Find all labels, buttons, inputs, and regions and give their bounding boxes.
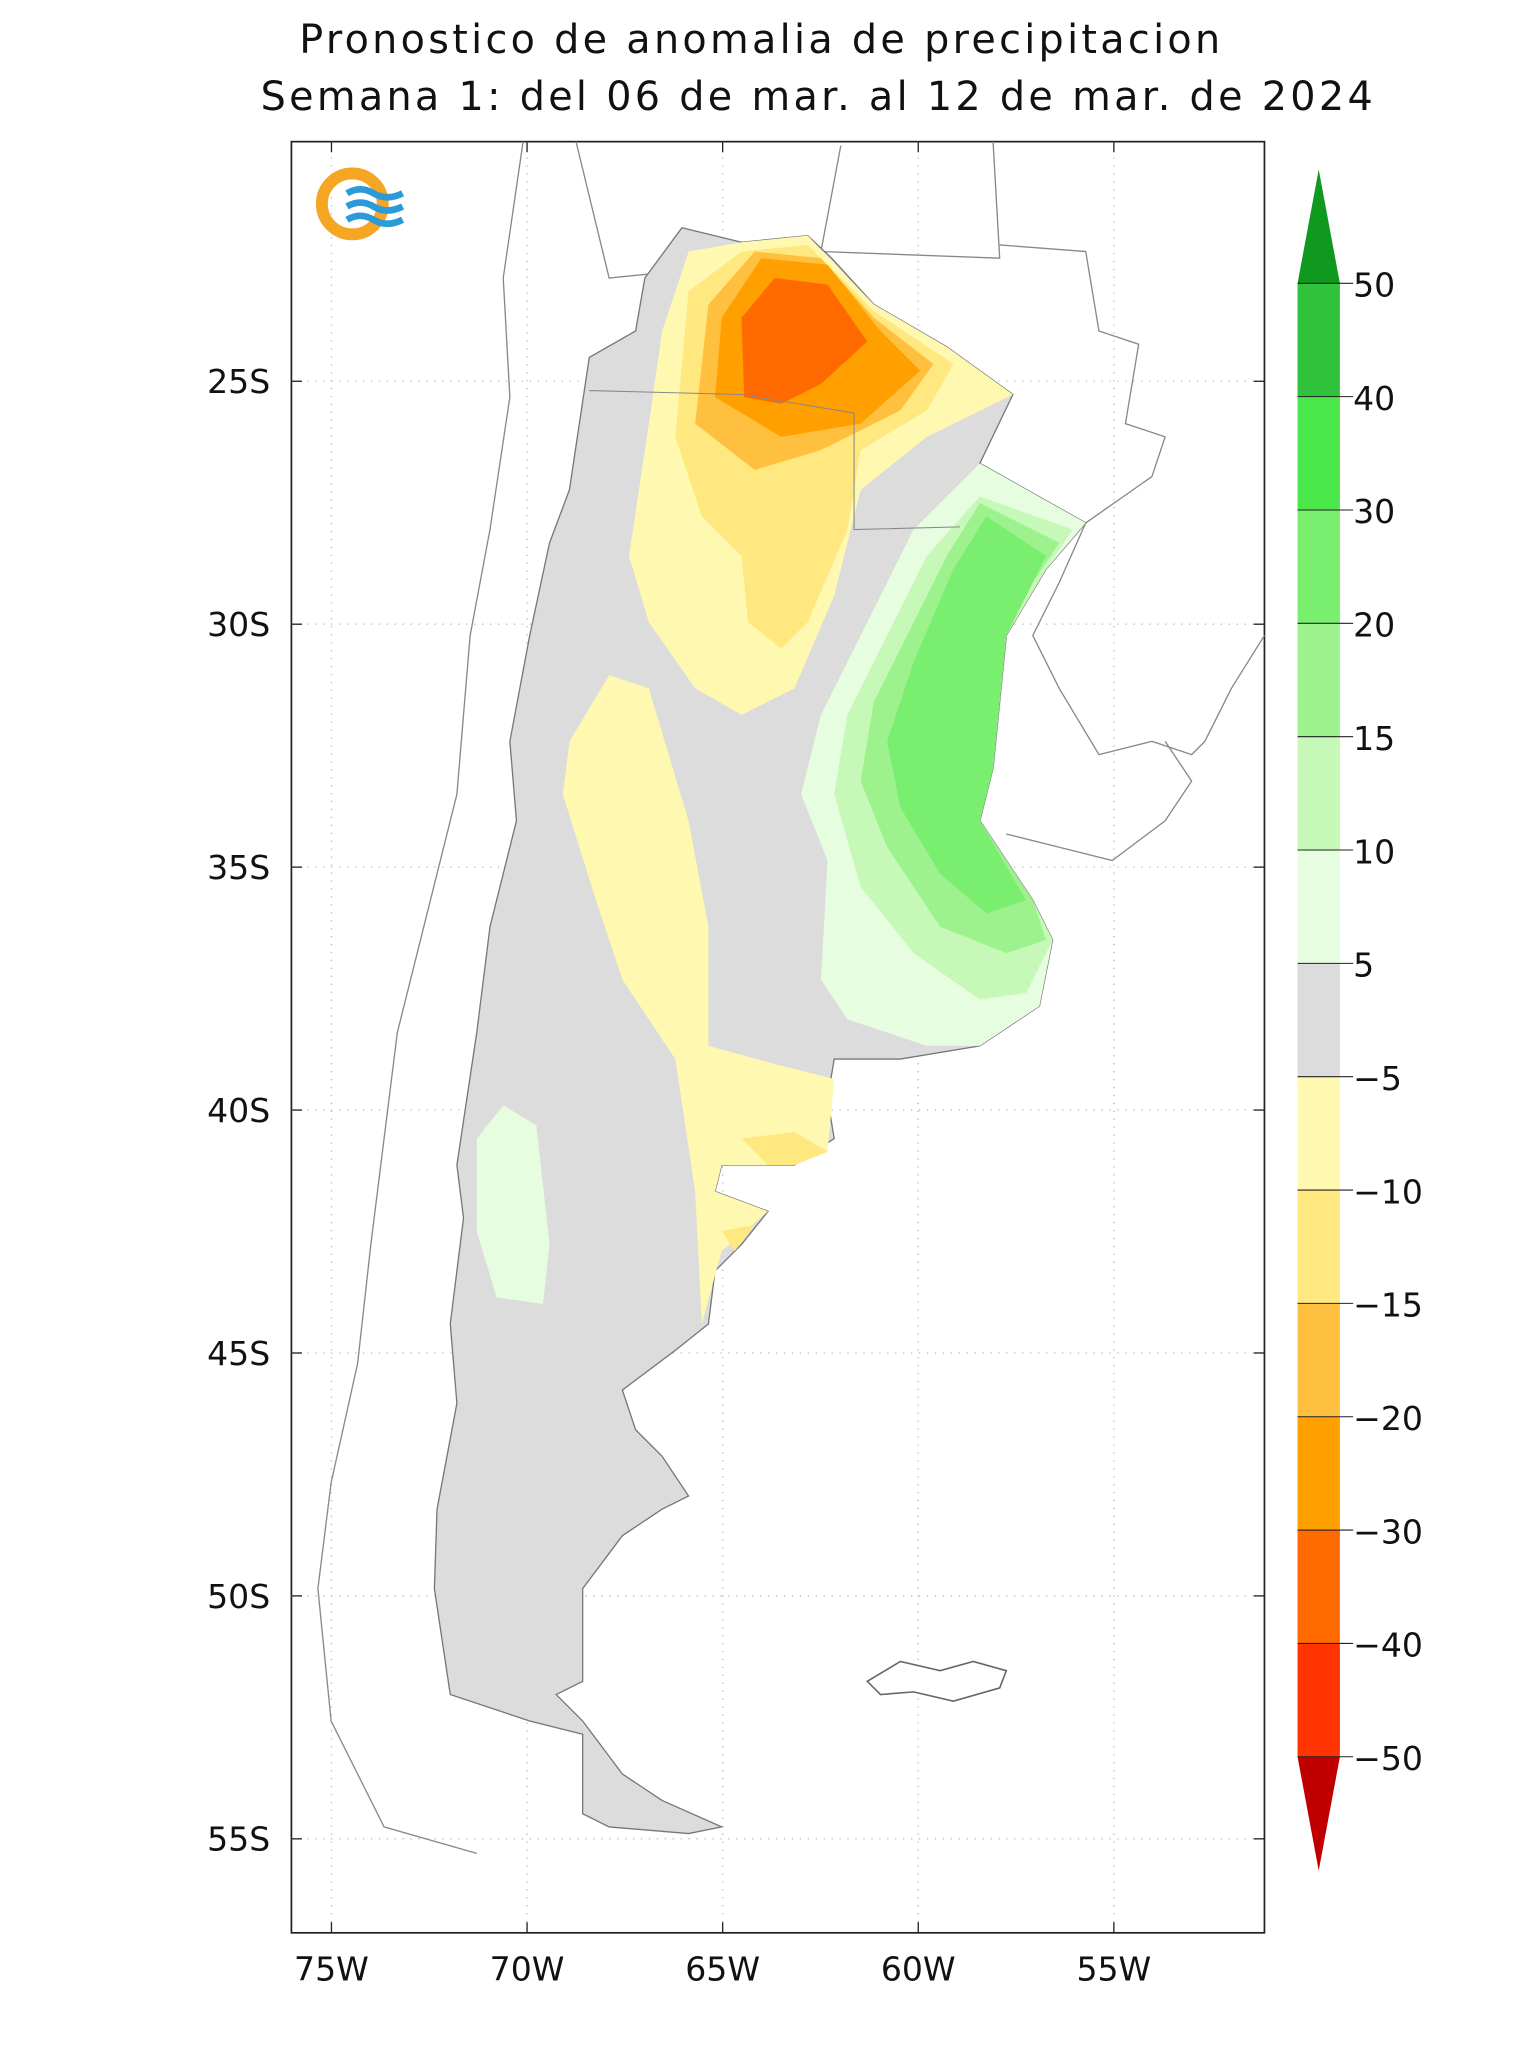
colorbar-segment — [1297, 1643, 1340, 1757]
lon-label: 60W — [881, 1949, 956, 1988]
colorbar-label: −15 — [1353, 1286, 1423, 1325]
uruguay-coast — [1006, 740, 1193, 862]
colorbar-segment — [1297, 850, 1340, 964]
colorbar-segment — [1297, 963, 1340, 1077]
colorbar-arrow — [1297, 1756, 1340, 1871]
colorbar-segment — [1297, 396, 1340, 510]
colorbar-segment — [1297, 623, 1340, 737]
colorbar-segment — [1297, 509, 1340, 624]
colorbar-label: −30 — [1353, 1512, 1423, 1551]
colorbar-label: 30 — [1353, 492, 1395, 531]
lat-label: 50S — [207, 1577, 270, 1616]
colorbar-label: −40 — [1353, 1626, 1423, 1665]
chile-coast — [317, 141, 524, 1855]
dry-area — [721, 1131, 828, 1252]
grid — [291, 141, 1265, 1933]
colorbar-label: 20 — [1353, 606, 1395, 645]
title-line1: Pronostico de anomalia de precipitacion — [299, 17, 1223, 63]
colorbar-label: 50 — [1353, 266, 1395, 305]
colorbar-arrow — [1297, 169, 1340, 284]
title-line2: Semana 1: del 06 de mar. al 12 de mar. d… — [261, 74, 1376, 120]
border-brazil — [999, 244, 1266, 756]
lat-label: 30S — [207, 605, 270, 644]
lat-label: 55S — [207, 1820, 270, 1859]
logo-waves — [345, 186, 405, 228]
dry-area — [741, 278, 868, 404]
colorbar-label: −10 — [1353, 1172, 1423, 1211]
colorbar-label: −5 — [1353, 1059, 1402, 1098]
lat-label: 35S — [207, 848, 270, 887]
colorbar-segment — [1297, 283, 1340, 397]
islands — [866, 1660, 1008, 1702]
colorbar-label: −20 — [1353, 1399, 1423, 1438]
lon-label: 55W — [1076, 1949, 1151, 1988]
colorbar-segment — [1297, 1190, 1340, 1304]
colorbar-label: 10 — [1353, 832, 1395, 871]
colorbar-segment — [1297, 1530, 1340, 1644]
lon-label: 70W — [490, 1949, 565, 1988]
lat-label: 45S — [207, 1334, 270, 1373]
lat-label: 40S — [207, 1091, 270, 1130]
wet-area — [476, 1105, 550, 1304]
lon-label: 65W — [685, 1949, 760, 1988]
lon-label: 75W — [294, 1949, 369, 1988]
logo-ring — [315, 167, 389, 241]
colorbar-segment — [1297, 1076, 1340, 1191]
wet-area — [887, 516, 1047, 914]
lat-label: 25S — [207, 362, 270, 401]
border-paraguay — [820, 141, 1001, 259]
colorbar-label: −50 — [1353, 1739, 1423, 1778]
colorbar-label: 15 — [1353, 719, 1395, 758]
map — [315, 141, 1266, 1855]
province-borders — [589, 390, 960, 531]
colorbar-segment — [1297, 736, 1340, 851]
colorbar: 50 40 30 20 15 10 5 −5 −10 −15 −20 −30 −40 −50 — [1297, 169, 1423, 1871]
colorbar-segment — [1297, 1416, 1340, 1531]
colorbar-label: 40 — [1353, 379, 1395, 418]
colorbar-segment — [1297, 1303, 1340, 1417]
colorbar-label: 5 — [1353, 946, 1374, 985]
axes: 25S 30S 35S 40S 45S 50S 55S 75W 70W 65W 60W 55W — [207, 141, 1265, 1988]
